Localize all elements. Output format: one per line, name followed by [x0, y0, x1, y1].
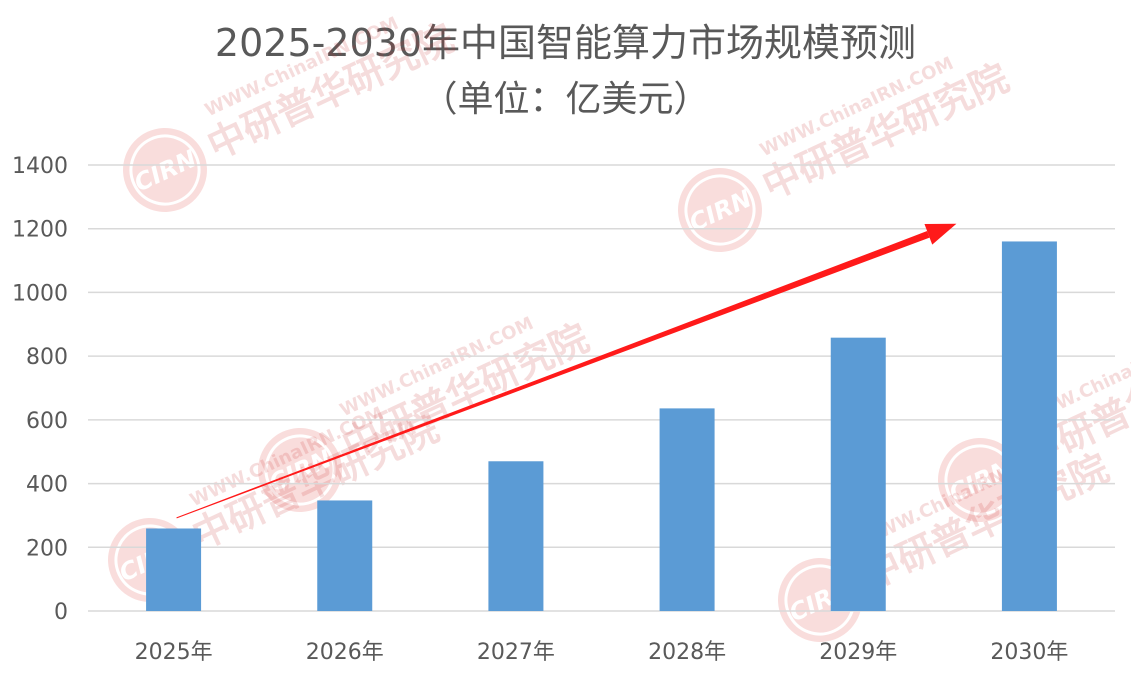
chart-title: 2025-2030年中国智能算力市场规模预测	[214, 21, 917, 65]
trend-arrow-head	[924, 223, 957, 245]
bar-4	[830, 337, 886, 611]
y-tick-label: 1400	[12, 154, 68, 179]
y-tick-label: 800	[26, 345, 68, 370]
x-tick-label: 2030年	[990, 640, 1068, 665]
x-axis-ticks: 2025年 2026年 2027年 2028年 2029年 2030年	[135, 640, 1069, 665]
chart-subtitle: （单位：亿美元）	[421, 79, 710, 120]
bar-1	[317, 500, 373, 611]
bar-5	[1001, 241, 1057, 611]
y-tick-label: 600	[26, 409, 68, 434]
trend-arrow-shaft	[176, 231, 930, 519]
gridlines	[88, 164, 1115, 612]
bar-0	[146, 528, 202, 611]
y-axis-ticks: 0 200 400 600 800 1000 1200 1400	[12, 154, 68, 625]
bar-2	[488, 461, 544, 611]
trend-arrow	[176, 223, 957, 519]
y-tick-label: 0	[54, 600, 68, 625]
x-tick-label: 2027年	[477, 640, 555, 665]
y-tick-label: 200	[26, 536, 68, 561]
x-tick-label: 2025年	[135, 640, 213, 665]
y-tick-label: 400	[26, 473, 68, 498]
x-tick-label: 2029年	[819, 640, 897, 665]
x-tick-label: 2026年	[306, 640, 384, 665]
x-tick-label: 2028年	[648, 640, 726, 665]
y-tick-label: 1200	[12, 218, 68, 243]
y-tick-label: 1000	[12, 281, 68, 306]
bar-3	[659, 408, 715, 611]
bars	[146, 241, 1057, 611]
